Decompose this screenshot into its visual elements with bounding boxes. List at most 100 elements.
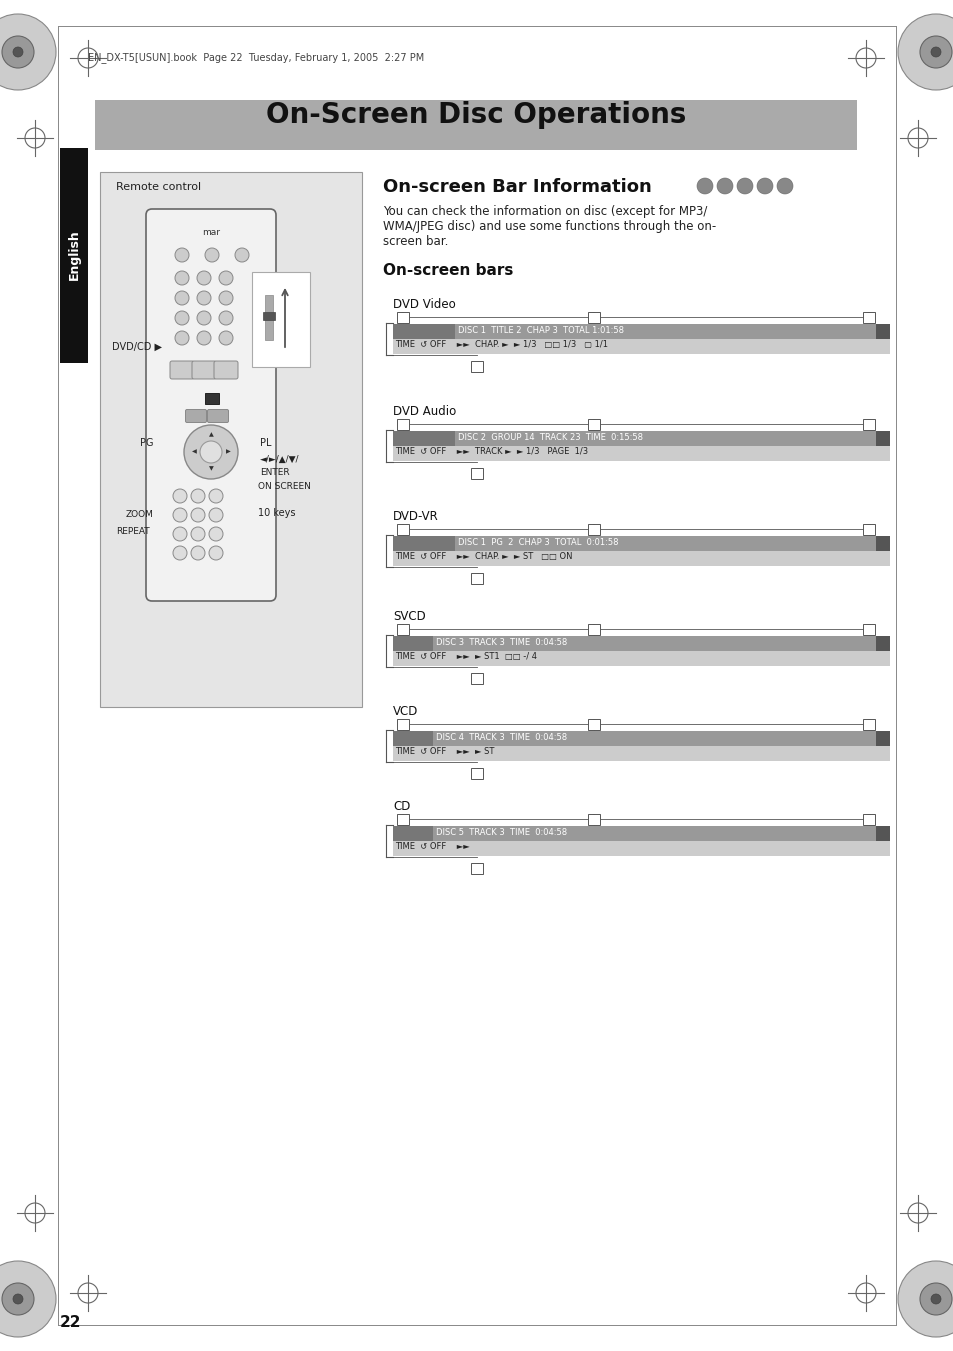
Text: 1: 1 xyxy=(400,719,405,728)
Circle shape xyxy=(757,178,772,195)
Bar xyxy=(471,767,482,780)
Text: screen bar.: screen bar. xyxy=(382,235,448,249)
Bar xyxy=(862,719,874,730)
Circle shape xyxy=(697,178,712,195)
Bar xyxy=(471,863,482,874)
Bar xyxy=(875,825,889,842)
Text: 4: 4 xyxy=(474,573,479,582)
Circle shape xyxy=(196,272,211,285)
Circle shape xyxy=(191,527,205,540)
Bar xyxy=(393,324,889,339)
Text: 1: 1 xyxy=(400,624,405,634)
Circle shape xyxy=(172,527,187,540)
Circle shape xyxy=(219,311,233,326)
Bar xyxy=(587,312,599,323)
Bar xyxy=(393,842,889,857)
Text: 2: 2 xyxy=(591,624,596,634)
Bar xyxy=(393,431,455,446)
Bar xyxy=(587,419,599,430)
Bar xyxy=(875,731,889,746)
Bar xyxy=(587,719,599,730)
Bar xyxy=(60,149,88,363)
Text: On-screen bars: On-screen bars xyxy=(382,263,513,278)
Circle shape xyxy=(234,249,249,262)
Text: SVCD: SVCD xyxy=(395,638,416,646)
Text: 1: 1 xyxy=(400,312,405,322)
Text: mar: mar xyxy=(202,228,220,236)
Text: ▼: ▼ xyxy=(209,466,213,471)
Bar xyxy=(393,551,889,566)
Circle shape xyxy=(919,1283,951,1315)
Text: TIME  ↺ OFF    ►►: TIME ↺ OFF ►► xyxy=(395,842,469,851)
Text: ENTER: ENTER xyxy=(260,467,290,477)
Text: 3: 3 xyxy=(865,524,870,534)
Bar xyxy=(396,624,409,635)
Text: DISC 1  TITLE 2  CHAP 3  TOTAL 1:01:58: DISC 1 TITLE 2 CHAP 3 TOTAL 1:01:58 xyxy=(457,326,623,335)
Text: 2: 2 xyxy=(591,312,596,322)
Text: ◀: ◀ xyxy=(192,450,196,454)
Circle shape xyxy=(737,178,752,195)
Bar xyxy=(393,825,433,842)
Text: 3: 3 xyxy=(865,419,870,428)
Bar xyxy=(393,636,433,651)
Text: TIME  ↺ OFF    ►►  CHAP. ►  ► 1/3   □□ 1/3   ▢ 1/1: TIME ↺ OFF ►► CHAP. ► ► 1/3 □□ 1/3 ▢ 1/1 xyxy=(395,340,607,349)
Text: 1: 1 xyxy=(400,524,405,534)
Text: 4: 4 xyxy=(474,361,479,370)
Text: PPCM
3/2.1ch: PPCM 3/2.1ch xyxy=(395,438,418,449)
Bar xyxy=(393,431,889,446)
Text: DISC 1  PG  2  CHAP 3  TOTAL  0:01:58: DISC 1 PG 2 CHAP 3 TOTAL 0:01:58 xyxy=(457,538,618,547)
Text: EN_DX-T5[USUN].book  Page 22  Tuesday, February 1, 2005  2:27 PM: EN_DX-T5[USUN].book Page 22 Tuesday, Feb… xyxy=(88,51,424,63)
Text: ▶: ▶ xyxy=(879,327,885,335)
Text: 3: 3 xyxy=(865,815,870,823)
Circle shape xyxy=(191,489,205,503)
Text: ON SCREEN: ON SCREEN xyxy=(257,482,311,490)
Circle shape xyxy=(919,36,951,68)
Bar xyxy=(875,636,889,651)
Bar xyxy=(393,536,455,551)
Bar xyxy=(396,524,409,535)
Text: DISC 2  GROUP 14  TRACK 23  TIME  0:15:58: DISC 2 GROUP 14 TRACK 23 TIME 0:15:58 xyxy=(457,434,642,442)
Text: ZOOM: ZOOM xyxy=(126,509,153,519)
Text: 22: 22 xyxy=(60,1315,81,1329)
Circle shape xyxy=(174,272,189,285)
Text: 3: 3 xyxy=(865,312,870,322)
Circle shape xyxy=(209,527,223,540)
Circle shape xyxy=(174,249,189,262)
Text: DVD-VR: DVD-VR xyxy=(395,536,424,546)
Bar xyxy=(393,446,889,461)
Bar xyxy=(393,324,455,339)
Circle shape xyxy=(0,1260,56,1337)
Circle shape xyxy=(196,290,211,305)
Text: ▲: ▲ xyxy=(209,432,213,438)
Bar xyxy=(265,295,273,340)
Bar xyxy=(471,573,482,584)
Text: 4: 4 xyxy=(474,673,479,682)
Bar xyxy=(862,524,874,535)
Text: 2: 2 xyxy=(591,524,596,534)
Text: English: English xyxy=(68,230,80,281)
Circle shape xyxy=(196,331,211,345)
Circle shape xyxy=(184,426,237,480)
Bar xyxy=(862,624,874,635)
Circle shape xyxy=(0,14,56,91)
Circle shape xyxy=(209,489,223,503)
Bar xyxy=(396,419,409,430)
Text: ▶: ▶ xyxy=(226,450,230,454)
Text: ▶: ▶ xyxy=(879,434,885,443)
Text: 1: 1 xyxy=(400,815,405,823)
Bar xyxy=(396,312,409,323)
FancyBboxPatch shape xyxy=(208,409,229,423)
Text: PG: PG xyxy=(140,438,153,449)
Bar xyxy=(587,524,599,535)
Bar xyxy=(393,825,889,842)
Text: On-screen Bar Information: On-screen Bar Information xyxy=(382,178,651,196)
Circle shape xyxy=(172,508,187,521)
Circle shape xyxy=(196,311,211,326)
Circle shape xyxy=(2,1283,34,1315)
Bar xyxy=(862,815,874,825)
Circle shape xyxy=(205,249,219,262)
Text: CD: CD xyxy=(393,800,410,813)
Text: 2: 2 xyxy=(591,719,596,728)
Bar xyxy=(396,719,409,730)
Circle shape xyxy=(191,546,205,561)
